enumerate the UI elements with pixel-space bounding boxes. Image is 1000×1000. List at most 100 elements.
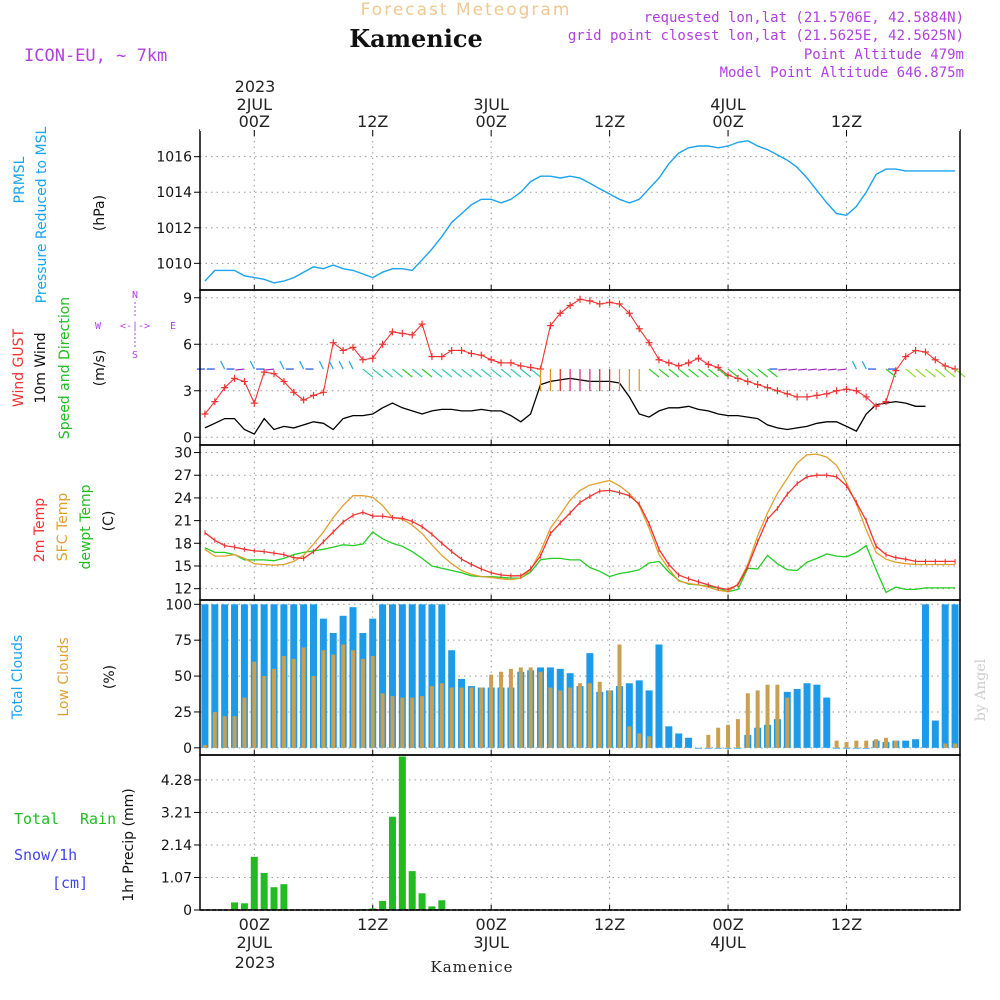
wind-arrow xyxy=(925,368,936,378)
gust-point xyxy=(527,364,535,371)
low-cloud-bar xyxy=(281,655,286,748)
total-cloud-bar xyxy=(862,747,870,749)
total-cloud-bar xyxy=(833,747,841,749)
label-snow: Snow/1h xyxy=(14,846,77,864)
panel1-labels: PRMSL Pressure Reduced to MSL (hPa) xyxy=(12,126,108,303)
day-label-top: 3JUL xyxy=(473,95,509,114)
wind-arrow xyxy=(490,368,502,378)
wind-arrow xyxy=(778,368,788,371)
total-cloud-bar xyxy=(635,680,643,748)
model-label: ICON-EU, ~ 7km xyxy=(24,46,167,66)
rain-bar xyxy=(418,893,426,910)
y-tick-label: 30 xyxy=(174,446,192,462)
low-cloud-bar xyxy=(360,658,365,748)
compass-n: N xyxy=(132,290,138,301)
gust-point xyxy=(862,393,870,401)
gust-point xyxy=(921,348,929,356)
watermark: by Angel xyxy=(973,658,989,721)
wind-arrow xyxy=(279,360,285,370)
gust-point xyxy=(231,374,239,382)
wind-arrow xyxy=(372,368,384,378)
wind-arrow xyxy=(421,368,433,378)
wind-arrow xyxy=(668,368,680,378)
total-cloud-bar xyxy=(388,604,396,748)
y-tick-label: 9 xyxy=(183,291,192,307)
wind-arrow xyxy=(411,368,423,378)
y-tick-label: 15 xyxy=(174,559,192,575)
label-percent: (%) xyxy=(102,665,118,689)
total-cloud-bar xyxy=(793,688,801,748)
y-tick-label: 1012 xyxy=(156,221,192,237)
total-cloud-bar xyxy=(438,604,446,748)
gust-point xyxy=(813,391,821,399)
wind-gust-line xyxy=(204,298,956,415)
wind-arrow xyxy=(767,368,778,378)
label-precip-unit: 1hr Precip (mm) xyxy=(121,788,137,901)
low-cloud-bar xyxy=(400,697,405,748)
low-cloud-bar xyxy=(331,654,336,748)
gust-point xyxy=(833,387,841,395)
wind-panel: 0 3 6 9 xyxy=(183,290,966,446)
low-cloud-bar xyxy=(943,743,948,748)
label-low-clouds: Low Clouds xyxy=(56,637,72,716)
wind-arrow xyxy=(362,368,374,378)
low-cloud-bar xyxy=(706,734,711,748)
y-tick-label: 2.14 xyxy=(161,838,192,854)
panel5-labels: Total Rain Snow/1h [cm] 1hr Precip (mm) xyxy=(14,788,137,901)
y-tick-label: 24 xyxy=(174,491,192,507)
wind-arrow xyxy=(401,368,413,378)
gust-point xyxy=(744,377,752,385)
gust-point xyxy=(310,391,318,399)
gust-point xyxy=(458,346,466,354)
rain-bar xyxy=(398,756,406,910)
low-cloud-bar xyxy=(874,739,879,748)
y-tick-label: 0 xyxy=(183,903,192,919)
label-sfc-temp: SFC Temp xyxy=(55,493,71,562)
gust-point xyxy=(467,350,475,358)
gust-point xyxy=(576,295,584,303)
low-cloud-bar xyxy=(627,726,632,748)
wind-arrow xyxy=(500,368,512,378)
gust-point xyxy=(369,354,377,362)
gust-point xyxy=(408,331,416,339)
wind-arrow xyxy=(817,368,827,371)
wind-arrow xyxy=(451,368,463,378)
y-tick-label: 25 xyxy=(174,705,192,721)
total-cloud-bar xyxy=(418,604,426,748)
low-cloud-bar xyxy=(439,683,444,748)
low-cloud-bar xyxy=(528,667,533,748)
wind-arrow xyxy=(944,368,956,378)
gust-point xyxy=(655,356,663,364)
low-cloud-bar xyxy=(459,687,464,748)
gust-point xyxy=(872,402,880,410)
total-cloud-bar xyxy=(941,604,949,748)
compass-rose: N W E S <-|-> xyxy=(95,290,176,361)
total-cloud-bar xyxy=(211,604,219,748)
y-tick-label: 18 xyxy=(174,536,192,552)
low-cloud-bar xyxy=(716,727,721,748)
gust-point xyxy=(398,329,406,337)
gust-point xyxy=(497,359,505,367)
gust-point xyxy=(477,351,485,359)
rain-bar xyxy=(369,908,377,910)
clouds-panel: 0 25 50 75 100 xyxy=(165,597,960,757)
gust-point xyxy=(635,325,643,333)
total-cloud-bar xyxy=(231,604,239,748)
y-tick-label: 75 xyxy=(174,633,192,649)
rain-bar xyxy=(428,906,436,910)
wind-arrow xyxy=(678,368,690,378)
rain-bar xyxy=(270,887,278,910)
total-cloud-bar xyxy=(655,644,663,748)
wind-arrow xyxy=(827,368,837,371)
hour-label-top: 12Z xyxy=(831,112,862,131)
gust-point xyxy=(448,346,456,354)
rain-bar xyxy=(408,871,416,910)
gust-point xyxy=(240,377,248,385)
gust-point xyxy=(606,298,614,306)
gust-point xyxy=(211,398,219,406)
wind-arrow xyxy=(299,360,305,370)
panel-frame xyxy=(199,754,961,911)
gust-point xyxy=(803,393,811,401)
wind-arrow xyxy=(851,360,857,370)
